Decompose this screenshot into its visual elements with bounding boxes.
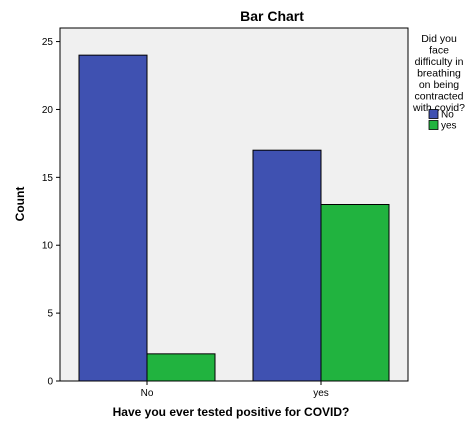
y-axis-title: Count [13, 187, 27, 222]
bar-yes-yes [320, 204, 390, 382]
chart-title: Bar Chart [240, 8, 304, 24]
x-tick-label-yes: yes [313, 388, 329, 399]
legend-title-line: contracted [414, 91, 463, 103]
legend-title-line: breathing [417, 68, 461, 80]
legend-title-line: face [429, 45, 449, 57]
x-axis: No yes [141, 381, 329, 399]
bar-no-no [78, 54, 148, 382]
x-axis-title: Have you ever tested positive for COVID? [113, 405, 350, 419]
y-tick-label: 10 [42, 241, 54, 252]
y-tick-label: 25 [42, 37, 54, 48]
bars-group [78, 54, 390, 382]
x-tick-label-no: No [141, 388, 154, 399]
legend-label-no: No [441, 110, 454, 121]
legend-label-yes: yes [441, 121, 457, 132]
legend-title-line: on being [419, 79, 459, 91]
y-tick-label: 20 [42, 105, 54, 116]
legend-title-line: difficulty in [415, 56, 464, 68]
legend-title-line: with covid? [412, 102, 465, 114]
y-tick-label: 0 [47, 377, 53, 388]
y-axis: 0 5 10 15 20 25 [42, 37, 60, 388]
legend-swatch-yes [428, 120, 439, 130]
legend-swatch-no [428, 109, 439, 119]
legend-title-line: Did you [421, 33, 457, 45]
bar-no-yes [146, 353, 216, 382]
bar-yes-no [252, 149, 322, 382]
y-tick-label: 5 [47, 309, 53, 320]
y-tick-label: 15 [42, 173, 54, 184]
